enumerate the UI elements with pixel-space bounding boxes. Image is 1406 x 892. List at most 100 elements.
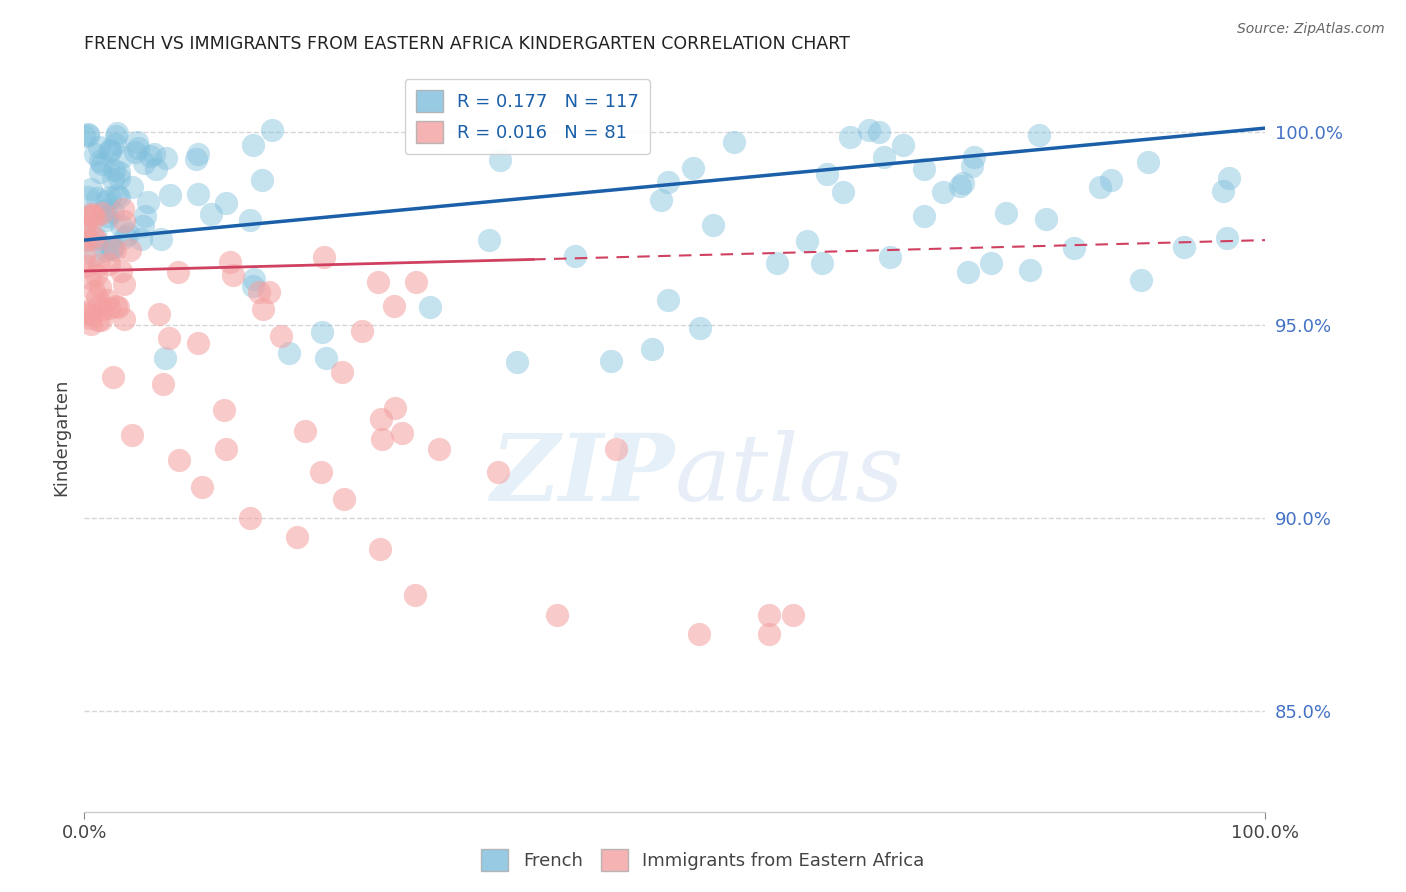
Text: ZIP: ZIP [491,430,675,519]
Point [73,248,96,262]
Point [650,193,672,207]
Point [858,123,880,137]
Text: atlas: atlas [675,430,904,519]
Point [294,424,316,438]
Point [76,259,98,273]
Point [105,128,128,143]
Point [832,185,855,199]
Point [108,190,131,204]
Point [101,204,124,219]
Point [84,268,107,282]
Point [87,299,110,313]
Point [103,162,125,177]
Point [96,244,118,258]
Point [105,188,128,202]
Point [963,150,986,164]
Point [112,214,135,228]
Point [250,173,273,187]
Point [73,306,96,320]
Point [1028,128,1050,143]
Point [127,141,149,155]
Text: Source: ZipAtlas.com: Source: ZipAtlas.com [1237,22,1385,37]
Point [688,627,710,641]
Point [839,129,862,144]
Point [80,307,103,321]
Point [98,143,121,157]
Point [114,229,136,244]
Point [215,195,238,210]
Point [879,250,901,264]
Point [105,299,128,313]
Text: FRENCH VS IMMIGRANTS FROM EASTERN AFRICA KINDERGARTEN CORRELATION CHART: FRENCH VS IMMIGRANTS FROM EASTERN AFRICA… [84,35,851,53]
Point [952,176,974,190]
Point [84,231,107,245]
Point [404,589,426,603]
Point [657,175,679,189]
Point [111,150,134,164]
Point [75,233,97,247]
Point [640,342,662,356]
Point [187,186,209,201]
Point [249,285,271,300]
Point [912,209,935,223]
Point [96,194,118,208]
Point [84,211,107,225]
Point [157,331,180,345]
Point [689,321,711,335]
Point [98,189,121,203]
Point [155,351,177,366]
Point [1099,173,1122,187]
Point [136,194,159,209]
Point [97,293,120,308]
Point [242,271,264,285]
Legend: R = 0.177   N = 117, R = 0.016   N = 81: R = 0.177 N = 117, R = 0.016 N = 81 [405,79,650,153]
Point [80,207,103,221]
Point [101,240,124,254]
Point [186,152,208,166]
Point [107,300,129,314]
Point [758,627,780,641]
Point [89,164,111,178]
Point [125,136,148,150]
Point [758,607,780,622]
Point [103,172,125,186]
Point [79,271,101,285]
Point [766,256,789,270]
Point [960,159,983,173]
Point [90,206,112,220]
Point [91,157,114,171]
Point [200,207,222,221]
Point [142,147,165,161]
Point [191,480,214,494]
Point [782,607,804,622]
Point [239,213,262,227]
Point [167,453,190,467]
Point [605,442,627,456]
Point [73,128,96,143]
Point [312,251,335,265]
Point [979,256,1001,270]
Point [370,412,392,426]
Point [121,428,143,442]
Point [108,171,131,186]
Point [995,206,1018,220]
Point [1216,231,1239,245]
Point [80,318,103,332]
Point [657,293,679,307]
Point [89,153,111,168]
Point [242,278,264,293]
Point [98,301,121,315]
Point [148,308,170,322]
Point [134,155,156,169]
Point [221,268,243,282]
Point [702,218,724,232]
Point [139,149,162,163]
Point [382,299,405,313]
Point [86,290,108,304]
Point [368,542,391,557]
Point [1088,179,1111,194]
Point [110,219,132,233]
Point [94,202,117,217]
Point [77,127,100,141]
Point [134,209,156,223]
